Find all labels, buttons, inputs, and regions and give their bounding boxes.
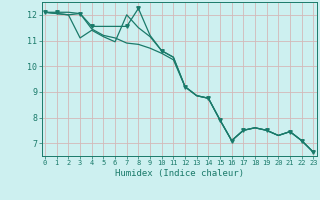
X-axis label: Humidex (Indice chaleur): Humidex (Indice chaleur) [115, 169, 244, 178]
